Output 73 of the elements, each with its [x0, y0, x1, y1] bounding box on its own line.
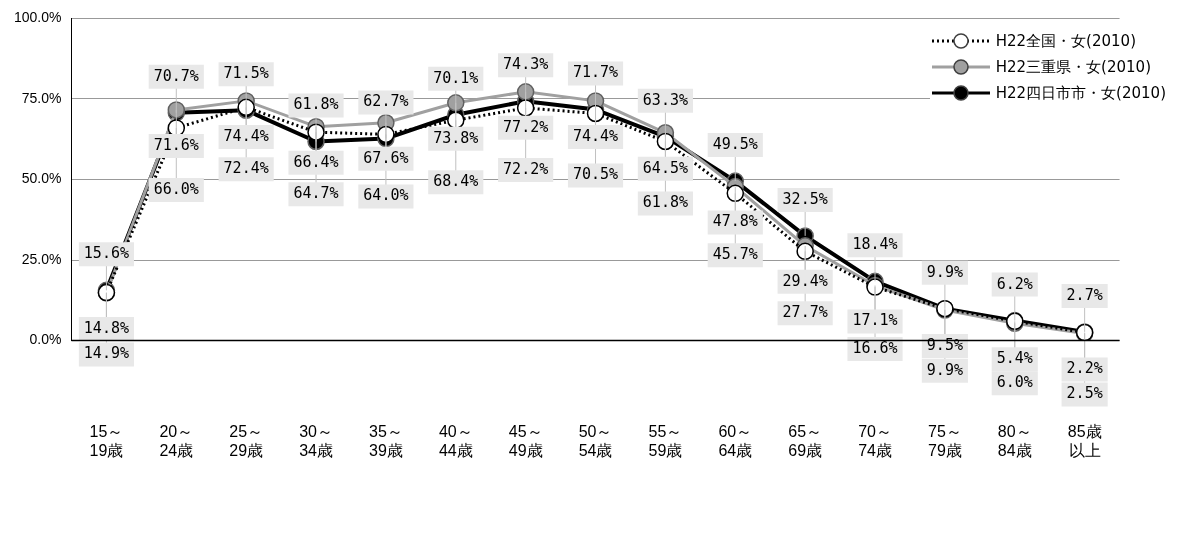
data-label: 62.7% — [363, 92, 409, 111]
point — [586, 104, 605, 123]
data-label: 6.2% — [996, 274, 1033, 293]
data-label: 14.9% — [83, 344, 129, 363]
x-tick-label: 20～24歳 — [159, 422, 194, 459]
data-label: 61.8% — [293, 95, 339, 114]
x-tick-label: 15～19歳 — [89, 422, 124, 459]
data-label: 73.8% — [433, 128, 479, 147]
x-tick-label: 60～64歳 — [718, 422, 753, 459]
x-tick-label: 40～44歳 — [438, 422, 473, 459]
data-label: 14.8% — [83, 318, 129, 337]
x-tick-label: 65～69歳 — [788, 422, 823, 459]
data-label: 74.4% — [223, 126, 269, 145]
x-tick-label: 85歳以上 — [1067, 422, 1102, 459]
data-label: 72.4% — [223, 159, 269, 178]
data-label: 49.5% — [712, 135, 758, 153]
data-label: 68.4% — [433, 172, 479, 191]
data-label: 71.7% — [572, 63, 619, 82]
data-label: 18.4% — [852, 235, 898, 254]
data-label: 70.7% — [153, 66, 199, 85]
data-label: 70.1% — [433, 68, 479, 87]
data-label: 9.9% — [926, 262, 963, 281]
x-tick-label: 55～59歳 — [648, 422, 683, 459]
data-label: 29.4% — [782, 271, 828, 290]
data-label: 2.2% — [1066, 359, 1103, 378]
data-label: 64.5% — [642, 158, 688, 177]
x-tick-label: 30～34歳 — [299, 422, 333, 459]
y-tick-label: 50.0% — [21, 170, 62, 187]
data-label: 2.5% — [1066, 384, 1103, 403]
legend-label: H22四日市市・女(2010) — [995, 83, 1166, 104]
data-label: 17.1% — [852, 311, 898, 330]
y-tick-label: 25.0% — [21, 250, 62, 267]
data-label: 2.7% — [1066, 285, 1103, 304]
data-label: 66.0% — [153, 179, 199, 198]
data-label: 64.7% — [293, 184, 339, 203]
data-label: 74.4% — [572, 126, 619, 145]
y-tick-label: 100.0% — [14, 9, 62, 26]
x-tick-label: 75～79歳 — [927, 422, 962, 459]
data-label: 66.4% — [293, 152, 339, 171]
data-label: 63.3% — [642, 90, 688, 109]
y-tick-label: 0.0% — [29, 331, 62, 348]
point — [726, 184, 745, 203]
x-tick-label: 70～74歳 — [858, 422, 892, 459]
legend-label: H22全国・女(2010) — [995, 31, 1136, 52]
x-tick-label: 45～49歳 — [508, 422, 543, 459]
data-label: 15.6% — [83, 244, 129, 263]
data-label: 70.5% — [572, 165, 619, 184]
legend-label: H22三重県・女(2010) — [995, 57, 1151, 78]
data-label: 32.5% — [782, 189, 828, 208]
data-label: 9.9% — [926, 360, 963, 379]
x-tick-label: 35～39歳 — [369, 422, 403, 459]
x-tick-label: 80～84歳 — [997, 422, 1032, 459]
data-label: 74.3% — [503, 55, 549, 74]
data-label: 45.7% — [712, 245, 758, 264]
point — [516, 99, 535, 117]
data-label: 61.8% — [642, 193, 688, 212]
data-label: 71.6% — [153, 135, 199, 154]
data-label: 5.4% — [996, 349, 1033, 368]
data-label: 72.2% — [503, 159, 549, 178]
data-label: 67.6% — [363, 148, 409, 167]
data-label: 47.8% — [712, 212, 758, 231]
x-tick-label: 50～54歳 — [578, 422, 613, 459]
data-label: 71.5% — [223, 64, 269, 83]
data-label: 77.2% — [503, 117, 549, 136]
point — [656, 132, 675, 151]
data-label: 64.0% — [363, 186, 409, 205]
point — [447, 94, 465, 112]
point — [516, 83, 535, 101]
data-label: 16.6% — [852, 339, 898, 358]
x-tick-label: 25～29歳 — [229, 422, 264, 459]
data-label: 6.0% — [996, 373, 1033, 392]
y-tick-label: 75.0% — [21, 89, 62, 106]
data-label: 27.7% — [782, 303, 828, 322]
